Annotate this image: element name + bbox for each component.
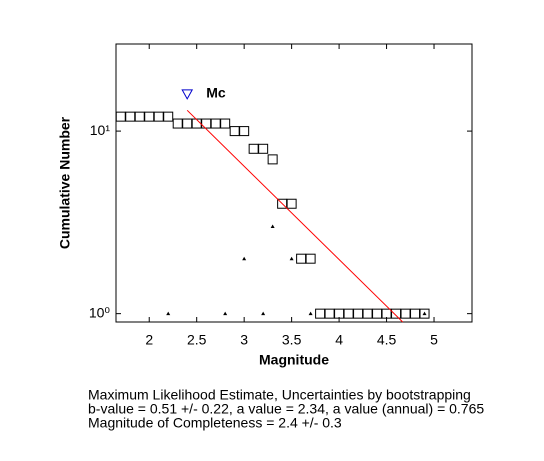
- note: b-value = 0.51 +/- 0.22, a value = 2.34,…: [88, 401, 484, 417]
- y-axis-label: Cumulative Number: [57, 116, 73, 249]
- cumulative-point: [220, 118, 231, 129]
- y-tick-label: 10¹: [90, 122, 111, 138]
- cumulative-point: [239, 126, 250, 137]
- noncumulative-point: [261, 311, 266, 316]
- x-tick-label: 3.5: [282, 332, 302, 348]
- cumulative-point: [419, 308, 430, 319]
- y-tick-label: 10⁰: [89, 304, 111, 320]
- noncumulative-point: [289, 256, 294, 261]
- fit-line: [186, 109, 404, 323]
- noncumulative-point: [223, 311, 228, 316]
- x-tick-label: 5: [430, 332, 438, 348]
- x-axis-label: Magnitude: [259, 352, 329, 368]
- note: Magnitude of Completeness = 2.4 +/- 0.3: [88, 415, 342, 431]
- x-tick-label: 4.5: [377, 332, 397, 348]
- noncumulative-point: [242, 256, 247, 261]
- noncumulative-point: [270, 224, 275, 229]
- x-tick-label: 3: [240, 332, 248, 348]
- x-tick-label: 4: [335, 332, 343, 348]
- cumulative-point: [286, 198, 297, 209]
- noncumulative-point: [308, 311, 313, 316]
- cumulative-point: [258, 143, 269, 154]
- note: Maximum Likelihood Estimate, Uncertainti…: [88, 387, 471, 403]
- mc-marker: [181, 89, 194, 100]
- noncumulative-point: [166, 311, 171, 316]
- cumulative-point: [267, 154, 278, 165]
- plot-frame: [115, 43, 473, 323]
- x-tick-label: 2: [145, 332, 153, 348]
- cumulative-point: [163, 111, 174, 122]
- cumulative-point: [305, 253, 316, 264]
- mc-label: Mc: [206, 85, 226, 101]
- x-tick-label: 2.5: [187, 332, 207, 348]
- noncumulative-point: [422, 311, 427, 316]
